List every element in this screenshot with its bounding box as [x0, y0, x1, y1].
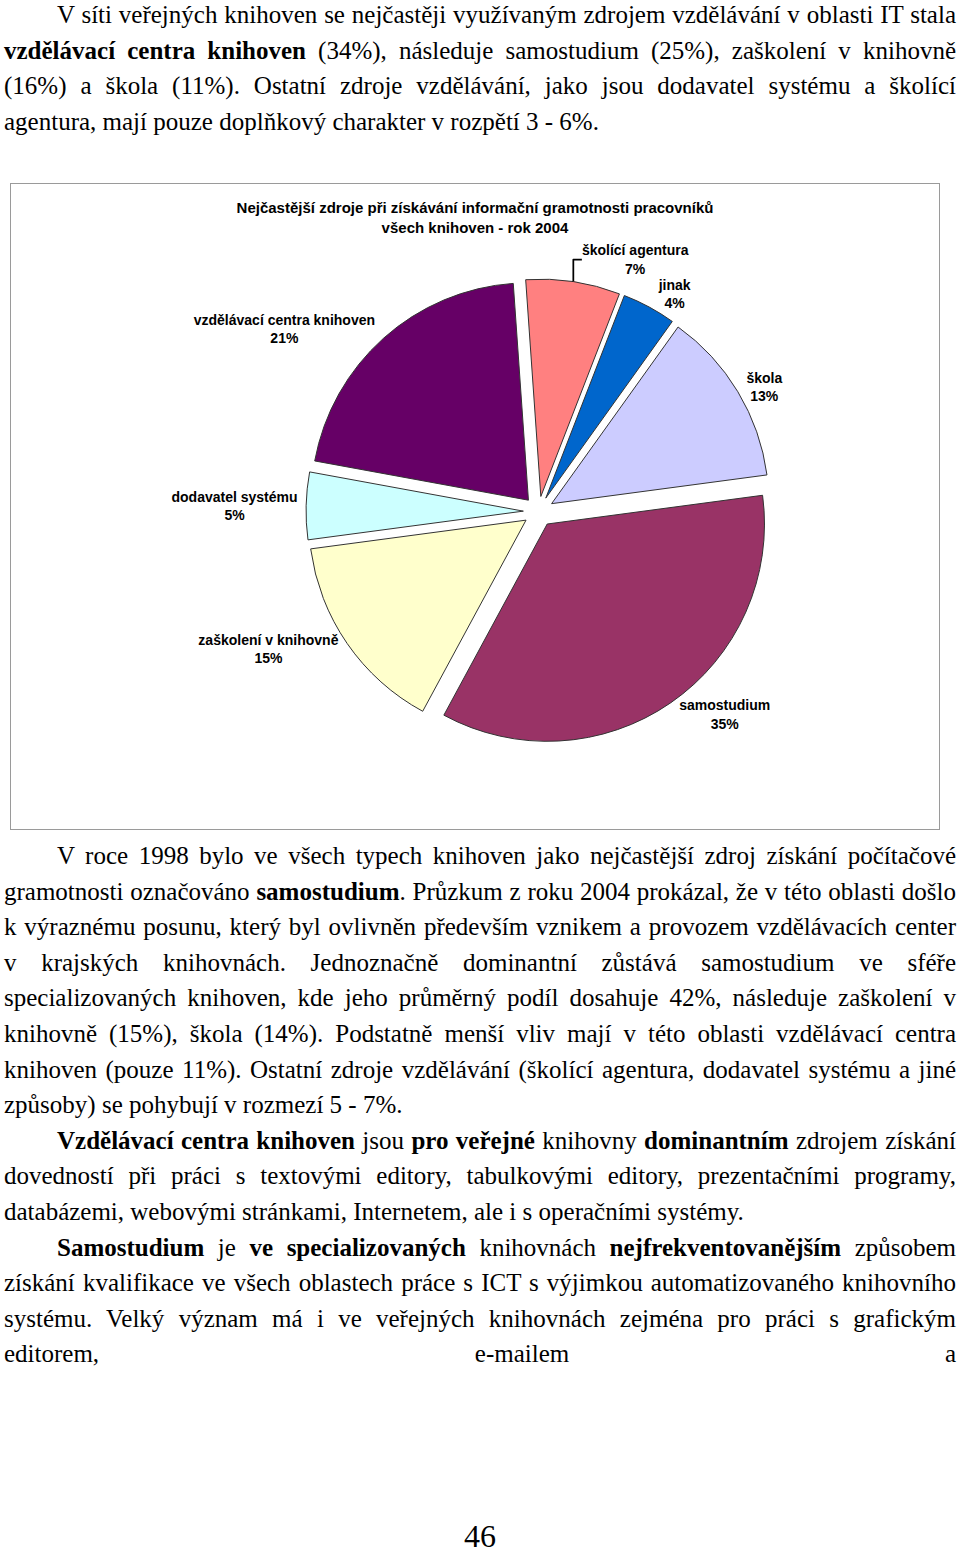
svg-text:Nejčastější zdroje při získává: Nejčastější zdroje při získávání informa… — [237, 199, 714, 236]
svg-text:samostudium35%: samostudium35% — [679, 697, 770, 731]
html-text:V roce 1998 bylo ve všech type: V roce 1998 bylo ve všech typech knihove… — [4, 842, 956, 1119]
svg-text:dodavatel systému5%: dodavatel systému5% — [172, 489, 298, 523]
svg-text:vzdělávací centra knihoven21%: vzdělávací centra knihoven21% — [194, 312, 375, 346]
html-text:Samostudium je ve specializova: Samostudium je ve specializovaných kniho… — [4, 1233, 956, 1368]
svg-text:škola13%: škola13% — [746, 370, 782, 404]
svg-text:jinak4%: jinak4% — [658, 277, 691, 311]
html-text:V síti veřejných knihoven se n: V síti veřejných knihoven se nejčastěji … — [57, 1, 956, 28]
svg-text:zaškolení v knihovně15%: zaškolení v knihovně15% — [198, 632, 338, 666]
html-text:Vzdělávací centra knihoven jso: Vzdělávací centra knihoven jsou pro veře… — [4, 1126, 956, 1225]
svg-text:školící agentura7%: školící agentura7% — [582, 242, 689, 276]
html-text:46: 46 — [464, 1518, 496, 1554]
html-text:vzdělávací centra knihoven (34: vzdělávací centra knihoven (34%), násled… — [4, 36, 956, 135]
